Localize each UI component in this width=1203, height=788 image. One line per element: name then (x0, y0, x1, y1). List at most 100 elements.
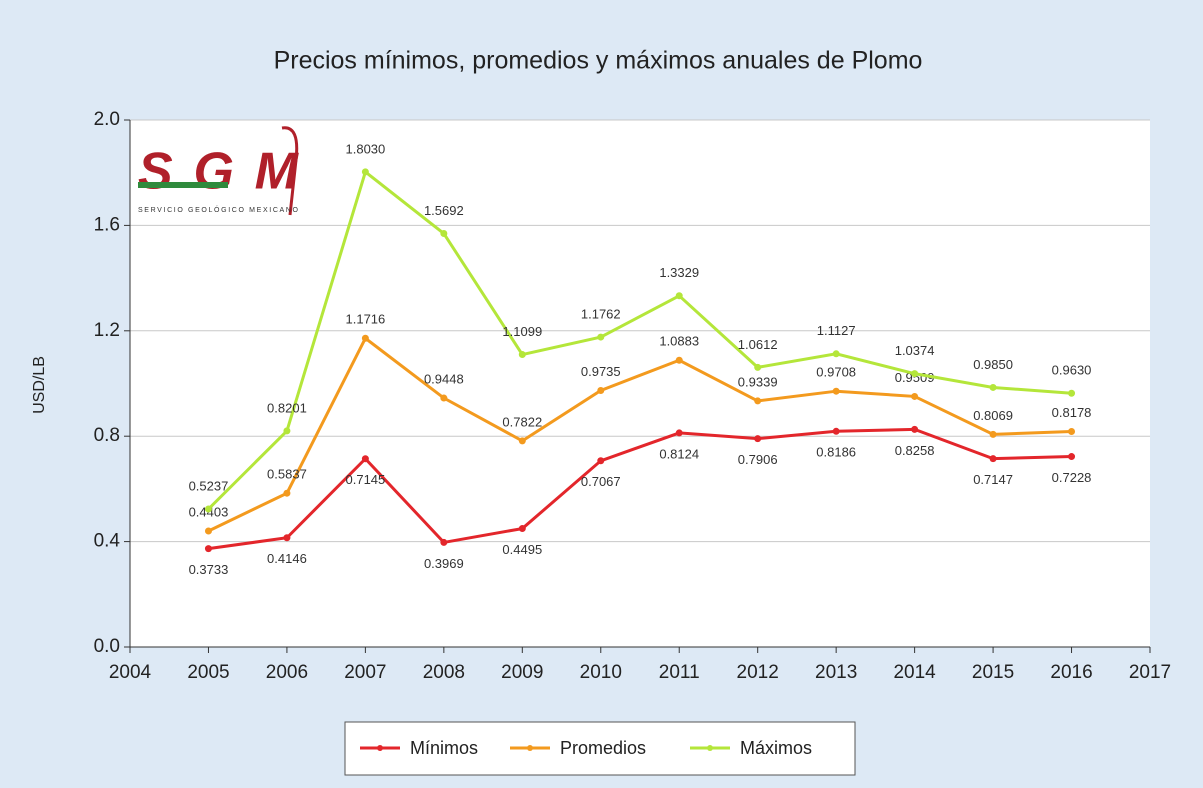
value-label: 0.5237 (189, 478, 229, 493)
point (440, 394, 448, 402)
point (832, 387, 840, 395)
point (911, 392, 919, 400)
x-tick-label: 2014 (893, 662, 936, 683)
value-label: 1.5692 (424, 203, 464, 218)
x-tick-label: 2011 (659, 662, 700, 683)
value-label: 0.9448 (424, 371, 464, 386)
value-label: 1.1716 (346, 312, 386, 327)
x-tick-label: 2004 (109, 662, 152, 683)
value-label: 1.0612 (738, 337, 778, 352)
legend-label: Promedios (560, 738, 646, 758)
value-label: 0.8124 (659, 446, 699, 461)
value-label: 0.9735 (581, 364, 621, 379)
y-tick-label: 2.0 (94, 109, 120, 130)
point (283, 489, 291, 497)
point (832, 427, 840, 435)
value-label: 1.0883 (659, 334, 699, 349)
point (283, 534, 291, 542)
point (440, 230, 448, 238)
series-line (207, 169, 1072, 511)
point (518, 437, 526, 445)
x-tick-label: 2012 (737, 662, 779, 683)
logo-text: SGM (138, 143, 300, 201)
value-label: 0.7228 (1052, 470, 1092, 485)
value-label: 0.8186 (816, 445, 856, 460)
point (204, 505, 212, 513)
y-tick-label: 1.2 (94, 320, 120, 341)
value-label: 0.3733 (189, 562, 229, 577)
point (754, 397, 762, 405)
legend-marker (707, 745, 713, 751)
chart-title: Precios mínimos, promedios y máximos anu… (274, 47, 923, 75)
x-tick-label: 2015 (972, 662, 1014, 683)
x-tick-label: 2007 (344, 662, 386, 683)
point (989, 383, 997, 391)
legend-label: Mínimos (410, 738, 478, 758)
value-label: 1.0374 (895, 343, 935, 358)
point (204, 527, 212, 535)
point (440, 538, 448, 546)
value-label: 0.8258 (895, 443, 935, 458)
point (283, 427, 291, 435)
logo-swoosh (281, 126, 299, 216)
value-label: 0.9509 (895, 370, 935, 385)
point (361, 455, 369, 463)
point (832, 350, 840, 358)
point (675, 356, 683, 364)
value-label: 0.8178 (1052, 405, 1092, 420)
value-label: 0.5837 (267, 467, 307, 482)
point (361, 168, 369, 176)
point (1068, 428, 1076, 436)
point (1068, 453, 1076, 461)
x-tick-label: 2009 (501, 662, 543, 683)
point (911, 370, 919, 378)
value-label: 1.1099 (502, 324, 542, 339)
logo: SGM SERVICIO GEOLÓGICO MEXICANO (138, 126, 300, 216)
legend-marker (377, 745, 383, 751)
legend-label: Máximos (740, 738, 812, 758)
point (754, 435, 762, 443)
point (361, 334, 369, 342)
point (597, 386, 605, 394)
value-label: 0.4495 (502, 542, 542, 557)
value-label: 0.8201 (267, 400, 307, 415)
value-label: 1.8030 (346, 141, 386, 156)
series-line (207, 335, 1072, 533)
value-label: 0.7822 (502, 414, 542, 429)
value-label: 0.9630 (1052, 363, 1092, 378)
y-axis-label: USD/LB (31, 356, 48, 414)
point (597, 333, 605, 341)
value-label: 0.9850 (973, 357, 1013, 372)
point (675, 292, 683, 300)
value-label: 0.9708 (816, 365, 856, 380)
y-tick-label: 0.0 (94, 636, 120, 657)
value-label: 0.7067 (581, 474, 621, 489)
value-label: 1.3329 (659, 265, 699, 280)
point (989, 455, 997, 463)
logo-stripe (138, 182, 228, 188)
x-tick-label: 2010 (580, 662, 622, 683)
point (911, 425, 919, 433)
point (1068, 389, 1076, 397)
logo-subtitle: SERVICIO GEOLÓGICO MEXICANO (138, 205, 299, 214)
point (754, 363, 762, 371)
x-tick-label: 2013 (815, 662, 857, 683)
x-tick-label: 2006 (266, 662, 308, 683)
value-label: 0.8069 (973, 408, 1013, 423)
value-label: 1.1127 (817, 323, 856, 338)
y-tick-label: 0.8 (94, 425, 120, 446)
value-label: 0.7145 (346, 472, 386, 487)
point (204, 545, 212, 553)
value-label: 0.4146 (267, 551, 307, 566)
value-label: 1.1762 (581, 307, 621, 322)
value-label: 0.7906 (738, 452, 778, 467)
point (518, 525, 526, 533)
x-tick-label: 2008 (423, 662, 465, 683)
point (989, 430, 997, 438)
x-tick-label: 2016 (1050, 662, 1092, 683)
point (675, 429, 683, 437)
y-tick-label: 0.4 (94, 531, 121, 552)
value-label: 0.9339 (738, 374, 778, 389)
value-label: 0.3969 (424, 556, 464, 571)
